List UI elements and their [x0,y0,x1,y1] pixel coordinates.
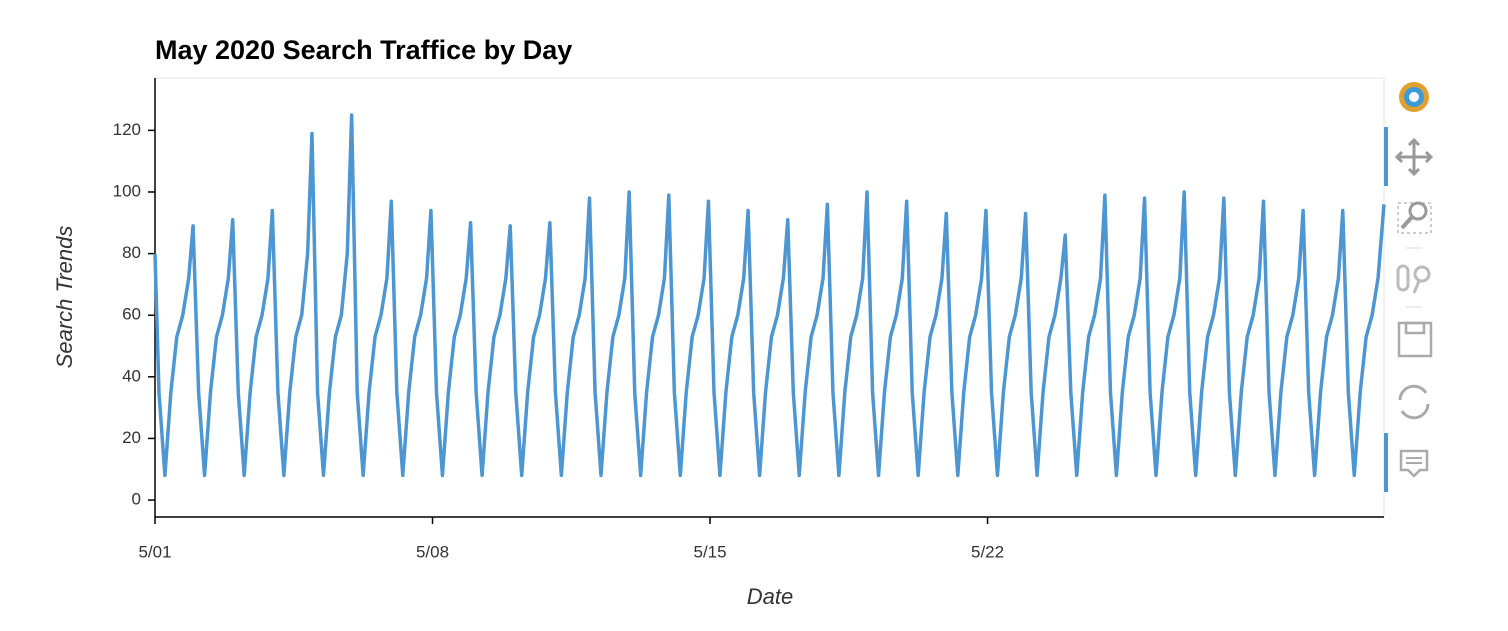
save-tool[interactable] [1397,321,1433,358]
y-tick-label: 40 [122,366,141,385]
y-tick-label: 100 [113,181,141,200]
y-axis-label: Search Trends [52,226,77,369]
hover-tool[interactable] [1399,449,1429,478]
x-axis-label: Date [747,584,793,609]
y-tick-label: 80 [122,243,141,262]
bokeh-logo [1399,82,1429,112]
toolbar [1384,82,1434,492]
data-line [153,113,1386,478]
y-tick-label: 60 [122,305,141,324]
active-indicator [1384,127,1388,186]
box-zoom-tool[interactable] [1397,201,1432,234]
chart-title: May 2020 Search Traffice by Day [155,35,572,65]
wheel-zoom-tool[interactable] [1396,264,1431,294]
pan-tool[interactable] [1394,137,1434,177]
plot-frame [154,77,1385,518]
reset-tool[interactable] [1398,384,1430,420]
x-tick-label: 5/08 [416,542,449,561]
y-tick-label: 20 [122,428,141,447]
y-tick-label: 0 [132,490,141,509]
y-tick-label: 120 [113,120,141,139]
x-tick-label: 5/01 [138,542,171,561]
active-indicator [1384,433,1388,492]
x-tick-label: 5/15 [693,542,726,561]
x-tick-label: 5/22 [971,542,1004,561]
